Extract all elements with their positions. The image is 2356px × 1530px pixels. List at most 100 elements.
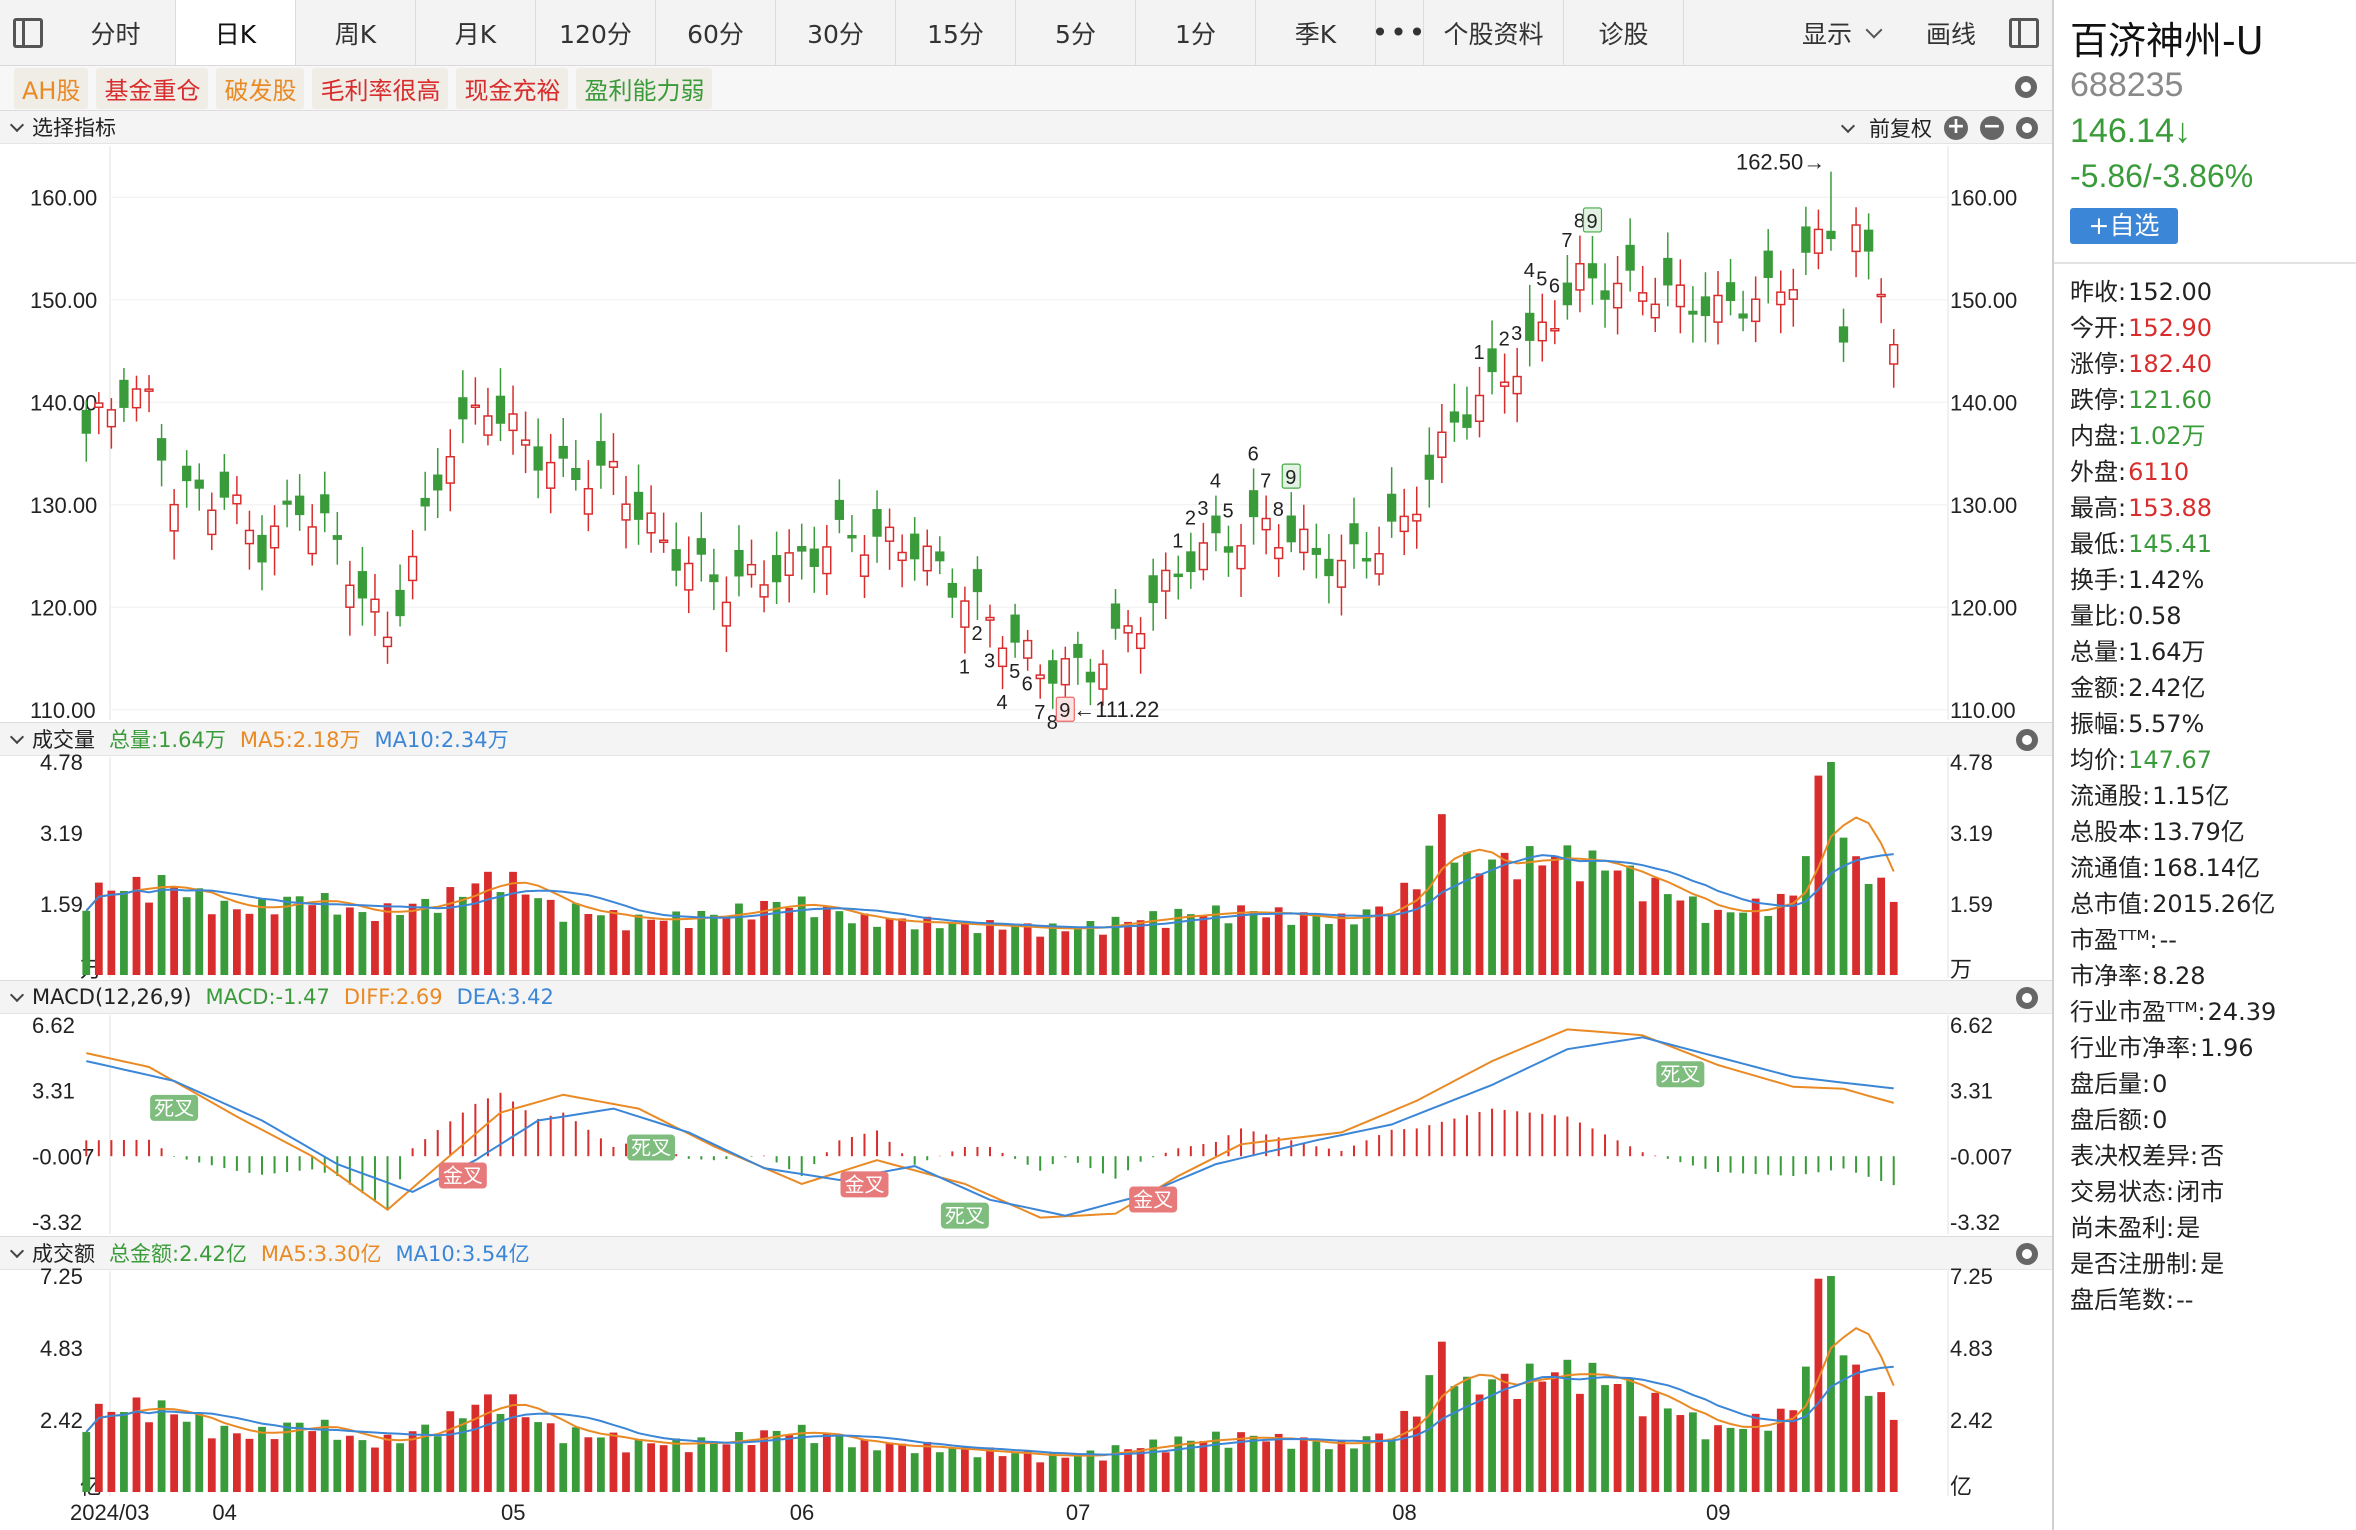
stock-name: 百济神州-U (2070, 19, 2264, 63)
candle-down (395, 589, 405, 617)
concept-tag[interactable]: 现金充裕 (456, 67, 569, 109)
volume-settings-gear-icon[interactable] (2016, 729, 2038, 751)
quote-value: 1.64万 (2128, 638, 2206, 666)
volume-bar (408, 903, 417, 975)
add-watchlist-button[interactable]: +自选 (2070, 208, 2178, 244)
candle-down (834, 499, 845, 520)
tab-quarterly-k[interactable]: 季K (1256, 0, 1376, 65)
amount-bar (1249, 1435, 1258, 1492)
tab-timeshare[interactable]: 分时 (56, 0, 176, 65)
indicator-select[interactable]: 选择指标 (32, 116, 116, 140)
amount-settings-gear-icon[interactable] (2016, 1243, 2038, 1265)
zoom-out-icon[interactable]: − (1980, 116, 2004, 140)
quote-label: 最低: (2070, 530, 2127, 558)
macd-settings-gear-icon[interactable] (2016, 987, 2038, 1009)
quote-row: 盘后笔数:-- (2070, 1280, 2193, 1315)
volume-bar (1764, 915, 1773, 975)
td-count-label: 9 (1285, 467, 1296, 489)
concept-tag[interactable]: 盈利能力弱 (576, 67, 713, 109)
volume-bar (735, 903, 743, 975)
volume-bar (747, 919, 756, 975)
golden-cross-badge (1129, 1186, 1178, 1213)
amount-bar (521, 1417, 530, 1492)
candle-up (307, 526, 317, 555)
td-count-label: 3 (1197, 498, 1208, 520)
amount-bar (1287, 1448, 1296, 1492)
tab-monthly-k[interactable]: 月K (416, 0, 536, 65)
amount-bar (935, 1452, 944, 1492)
amount-y-tick-right: 4.83 (1950, 1336, 1993, 1361)
macd-title[interactable]: MACD(12,26,9) (32, 985, 192, 1009)
volume-bar (860, 913, 869, 975)
volume-bar (433, 912, 442, 975)
quote-value: 153.88 (2128, 494, 2213, 522)
x-axis-month-label: 07 (1066, 1500, 1090, 1525)
volume-bar (496, 892, 505, 975)
candle-down (1838, 326, 1849, 343)
volume-bar (622, 930, 630, 975)
panel-toggle-icon[interactable] (1996, 0, 2052, 65)
tab-120min[interactable]: 120分 (536, 0, 656, 65)
tab-60min[interactable]: 60分 (656, 0, 776, 65)
volume-bar (797, 896, 806, 975)
candle-up (1274, 547, 1284, 560)
amount-bar (772, 1430, 781, 1492)
zoom-in-icon[interactable]: + (1944, 116, 1968, 140)
quote-value: 24.39 (2207, 998, 2277, 1026)
volume-bar (195, 888, 204, 975)
amount-bar (220, 1425, 229, 1492)
volume-ma10: MA10:2.34万 (374, 728, 509, 752)
volume-bar (1287, 924, 1296, 975)
quote-label: 总量: (2070, 638, 2127, 666)
tab-15min[interactable]: 15分 (896, 0, 1016, 65)
td-count-label: 5 (1009, 661, 1020, 683)
amount-bar (534, 1422, 543, 1492)
concept-tag[interactable]: 破发股 (216, 67, 305, 109)
tab-weekly-k[interactable]: 周K (296, 0, 416, 65)
tab-diagnosis[interactable]: 诊股 (1564, 0, 1684, 65)
amount-bar (1814, 1278, 1823, 1492)
quote-row: 市净率:8.28 (2070, 956, 2206, 991)
td-count-label: 4 (997, 692, 1008, 714)
volume-bar (132, 876, 141, 975)
tags-settings-gear-icon[interactable] (2015, 76, 2037, 98)
price-settings-gear-icon[interactable] (2016, 117, 2038, 139)
more-periods-button[interactable]: ••• (1372, 0, 1425, 65)
tab-company-info[interactable]: 个股资料 (1424, 0, 1564, 65)
quote-row: 市盈ᵀᵀᴹ:-- (2070, 920, 2177, 955)
amount-bar (785, 1434, 794, 1492)
quote-label: 流通值: (2070, 854, 2151, 882)
tab-1min[interactable]: 1分 (1136, 0, 1256, 65)
concept-tag[interactable]: 毛利率很高 (312, 67, 449, 109)
draw-line-button[interactable]: 画线 (1906, 0, 1996, 65)
amount-bar (747, 1445, 756, 1492)
candle-down (734, 549, 744, 577)
tab-daily-k[interactable]: 日K (176, 0, 296, 65)
tab-5min[interactable]: 5分 (1016, 0, 1136, 65)
sidebar-toggle-icon[interactable] (0, 0, 56, 65)
candle-up (1060, 658, 1070, 686)
volume-bar (1801, 856, 1810, 975)
adjust-mode[interactable]: 前复权 (1869, 117, 1932, 141)
quote-row: 昨收:152.00 (2070, 272, 2212, 307)
quote-value: 13.79亿 (2152, 818, 2245, 846)
cross-label: 金叉 (844, 1172, 884, 1196)
amount-bar (1701, 1439, 1710, 1492)
amount-bar (421, 1424, 430, 1492)
amount-bar (1312, 1441, 1321, 1492)
concept-tag[interactable]: AH股 (14, 67, 89, 109)
volume-bar (1099, 934, 1107, 975)
amount-bar (107, 1411, 116, 1492)
display-dropdown[interactable]: 显示 (1782, 0, 1906, 65)
cross-label: 死叉 (945, 1204, 985, 1228)
candle-up (1713, 294, 1723, 323)
volume-bar (1249, 911, 1258, 975)
td-count-label: 4 (1210, 471, 1221, 493)
quote-label: 振幅: (2070, 710, 2127, 738)
concept-tag[interactable]: 基金重仓 (96, 67, 209, 109)
tab-30min[interactable]: 30分 (776, 0, 896, 65)
volume-bar (509, 871, 517, 975)
candle-down (1738, 313, 1748, 319)
candle-down (295, 495, 305, 516)
